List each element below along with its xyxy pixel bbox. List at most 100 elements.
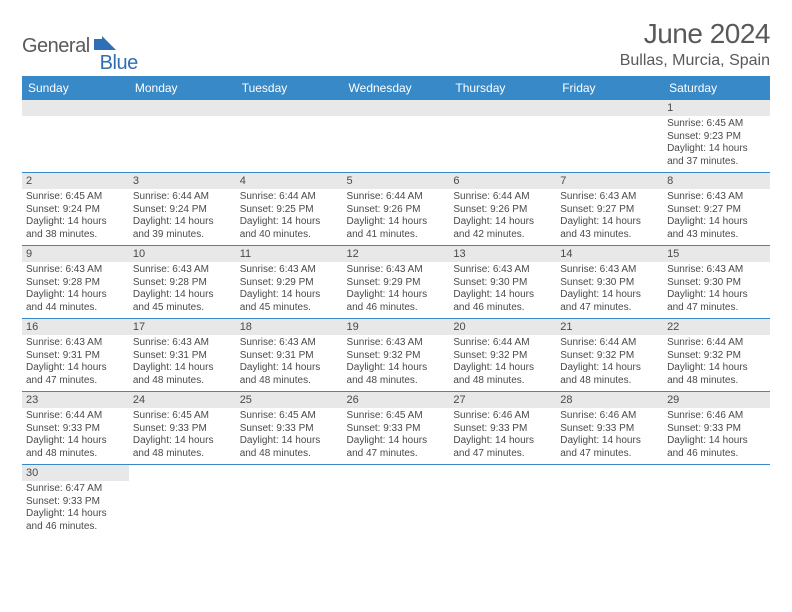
sunrise-line: Sunrise: 6:43 AM (560, 191, 659, 204)
calendar-day-cell: 13Sunrise: 6:43 AMSunset: 9:30 PMDayligh… (449, 246, 556, 319)
sunrise-line: Sunrise: 6:44 AM (453, 191, 552, 204)
day-number-band-empty (556, 100, 663, 116)
calendar-day-cell (129, 465, 236, 538)
day-number: 1 (663, 100, 770, 116)
sunrise-line: Sunrise: 6:44 AM (453, 337, 552, 350)
col-wednesday: Wednesday (343, 76, 450, 100)
calendar-day-cell: 14Sunrise: 6:43 AMSunset: 9:30 PMDayligh… (556, 246, 663, 319)
sunset-line: Sunset: 9:25 PM (240, 204, 339, 217)
sunrise-line: Sunrise: 6:46 AM (560, 410, 659, 423)
calendar-day-cell: 10Sunrise: 6:43 AMSunset: 9:28 PMDayligh… (129, 246, 236, 319)
daylight-line: Daylight: 14 hours and 47 minutes. (667, 289, 766, 314)
page-title: June 2024 (620, 18, 770, 50)
col-thursday: Thursday (449, 76, 556, 100)
calendar-day-cell: 7Sunrise: 6:43 AMSunset: 9:27 PMDaylight… (556, 173, 663, 246)
calendar-day-cell: 5Sunrise: 6:44 AMSunset: 9:26 PMDaylight… (343, 173, 450, 246)
day-number: 5 (343, 173, 450, 189)
calendar-day-cell: 2Sunrise: 6:45 AMSunset: 9:24 PMDaylight… (22, 173, 129, 246)
day-details: Sunrise: 6:46 AMSunset: 9:33 PMDaylight:… (556, 408, 663, 464)
calendar-day-cell: 21Sunrise: 6:44 AMSunset: 9:32 PMDayligh… (556, 319, 663, 392)
day-details: Sunrise: 6:44 AMSunset: 9:32 PMDaylight:… (449, 335, 556, 391)
calendar-day-cell: 27Sunrise: 6:46 AMSunset: 9:33 PMDayligh… (449, 392, 556, 465)
day-details: Sunrise: 6:44 AMSunset: 9:32 PMDaylight:… (556, 335, 663, 391)
calendar-table: Sunday Monday Tuesday Wednesday Thursday… (22, 76, 770, 537)
day-details: Sunrise: 6:45 AMSunset: 9:33 PMDaylight:… (129, 408, 236, 464)
sunset-line: Sunset: 9:31 PM (133, 350, 232, 363)
calendar-day-cell: 29Sunrise: 6:46 AMSunset: 9:33 PMDayligh… (663, 392, 770, 465)
sunset-line: Sunset: 9:30 PM (453, 277, 552, 290)
day-number: 9 (22, 246, 129, 262)
calendar-week-row: 2Sunrise: 6:45 AMSunset: 9:24 PMDaylight… (22, 173, 770, 246)
brand-text-2: Blue (100, 52, 138, 75)
daylight-line: Daylight: 14 hours and 48 minutes. (347, 362, 446, 387)
sunrise-line: Sunrise: 6:43 AM (347, 337, 446, 350)
daylight-line: Daylight: 14 hours and 46 minutes. (26, 508, 125, 533)
day-number: 16 (22, 319, 129, 335)
sunrise-line: Sunrise: 6:47 AM (26, 483, 125, 496)
day-number: 28 (556, 392, 663, 408)
sunset-line: Sunset: 9:30 PM (667, 277, 766, 290)
calendar-body: 1Sunrise: 6:45 AMSunset: 9:23 PMDaylight… (22, 100, 770, 537)
sunrise-line: Sunrise: 6:46 AM (453, 410, 552, 423)
location: Bullas, Murcia, Spain (620, 52, 770, 70)
calendar-day-cell: 3Sunrise: 6:44 AMSunset: 9:24 PMDaylight… (129, 173, 236, 246)
sunset-line: Sunset: 9:33 PM (240, 423, 339, 436)
sunrise-line: Sunrise: 6:46 AM (667, 410, 766, 423)
sunset-line: Sunset: 9:31 PM (240, 350, 339, 363)
sunrise-line: Sunrise: 6:43 AM (347, 264, 446, 277)
calendar-day-cell: 8 Sunrise: 6:43 AMSunset: 9:27 PMDaylight… (663, 173, 770, 246)
col-friday: Friday (556, 76, 663, 100)
calendar-day-cell (663, 465, 770, 538)
calendar-day-cell: 26Sunrise: 6:45 AMSunset: 9:33 PMDayligh… (343, 392, 450, 465)
calendar-day-cell: 19Sunrise: 6:43 AMSunset: 9:32 PMDayligh… (343, 319, 450, 392)
day-details: Sunrise: 6:45 AMSunset: 9:33 PMDaylight:… (236, 408, 343, 464)
daylight-line: Daylight: 14 hours and 40 minutes. (240, 216, 339, 241)
day-number-band-empty (236, 100, 343, 116)
day-number: 15 (663, 246, 770, 262)
calendar-day-cell (556, 100, 663, 173)
calendar-day-cell: 12Sunrise: 6:43 AMSunset: 9:29 PMDayligh… (343, 246, 450, 319)
daylight-line: Daylight: 14 hours and 48 minutes. (560, 362, 659, 387)
day-details: Sunrise: 6:43 AMSunset: 9:28 PMDaylight:… (22, 262, 129, 318)
sunrise-line: Sunrise: 6:45 AM (240, 410, 339, 423)
daylight-line: Daylight: 14 hours and 45 minutes. (133, 289, 232, 314)
day-number: 7 (556, 173, 663, 189)
sunset-line: Sunset: 9:28 PM (26, 277, 125, 290)
daylight-line: Daylight: 14 hours and 37 minutes. (667, 143, 766, 168)
day-number: 27 (449, 392, 556, 408)
sunset-line: Sunset: 9:33 PM (453, 423, 552, 436)
sunset-line: Sunset: 9:30 PM (560, 277, 659, 290)
sunrise-line: Sunrise: 6:45 AM (667, 118, 766, 131)
day-number-band-empty (343, 100, 450, 116)
calendar-day-cell: 17Sunrise: 6:43 AMSunset: 9:31 PMDayligh… (129, 319, 236, 392)
sunset-line: Sunset: 9:27 PM (667, 204, 766, 217)
day-number: 26 (343, 392, 450, 408)
sunset-line: Sunset: 9:32 PM (560, 350, 659, 363)
day-number: 8 (663, 173, 770, 189)
daylight-line: Daylight: 14 hours and 43 minutes. (667, 216, 766, 241)
col-saturday: Saturday (663, 76, 770, 100)
sunset-line: Sunset: 9:33 PM (26, 496, 125, 509)
sunset-line: Sunset: 9:32 PM (453, 350, 552, 363)
col-monday: Monday (129, 76, 236, 100)
calendar-day-cell (556, 465, 663, 538)
calendar-day-cell: 18Sunrise: 6:43 AMSunset: 9:31 PMDayligh… (236, 319, 343, 392)
calendar-week-row: 23Sunrise: 6:44 AMSunset: 9:33 PMDayligh… (22, 392, 770, 465)
calendar-day-cell: 1Sunrise: 6:45 AMSunset: 9:23 PMDaylight… (663, 100, 770, 173)
col-sunday: Sunday (22, 76, 129, 100)
day-details: Sunrise: 6:46 AMSunset: 9:33 PMDaylight:… (449, 408, 556, 464)
calendar-day-cell: 16Sunrise: 6:43 AMSunset: 9:31 PMDayligh… (22, 319, 129, 392)
calendar-header-row: Sunday Monday Tuesday Wednesday Thursday… (22, 76, 770, 100)
calendar-week-row: 16Sunrise: 6:43 AMSunset: 9:31 PMDayligh… (22, 319, 770, 392)
calendar-day-cell: 4Sunrise: 6:44 AMSunset: 9:25 PMDaylight… (236, 173, 343, 246)
sunrise-line: Sunrise: 6:45 AM (133, 410, 232, 423)
sunrise-line: Sunrise: 6:45 AM (347, 410, 446, 423)
day-number: 29 (663, 392, 770, 408)
sunset-line: Sunset: 9:29 PM (240, 277, 339, 290)
sunset-line: Sunset: 9:27 PM (560, 204, 659, 217)
sunrise-line: Sunrise: 6:43 AM (560, 264, 659, 277)
day-number: 30 (22, 465, 129, 481)
day-details: Sunrise: 6:43 AMSunset: 9:27 PMDaylight:… (556, 189, 663, 245)
day-details: Sunrise: 6:43 AMSunset: 9:31 PMDaylight:… (236, 335, 343, 391)
sunrise-line: Sunrise: 6:43 AM (667, 191, 766, 204)
